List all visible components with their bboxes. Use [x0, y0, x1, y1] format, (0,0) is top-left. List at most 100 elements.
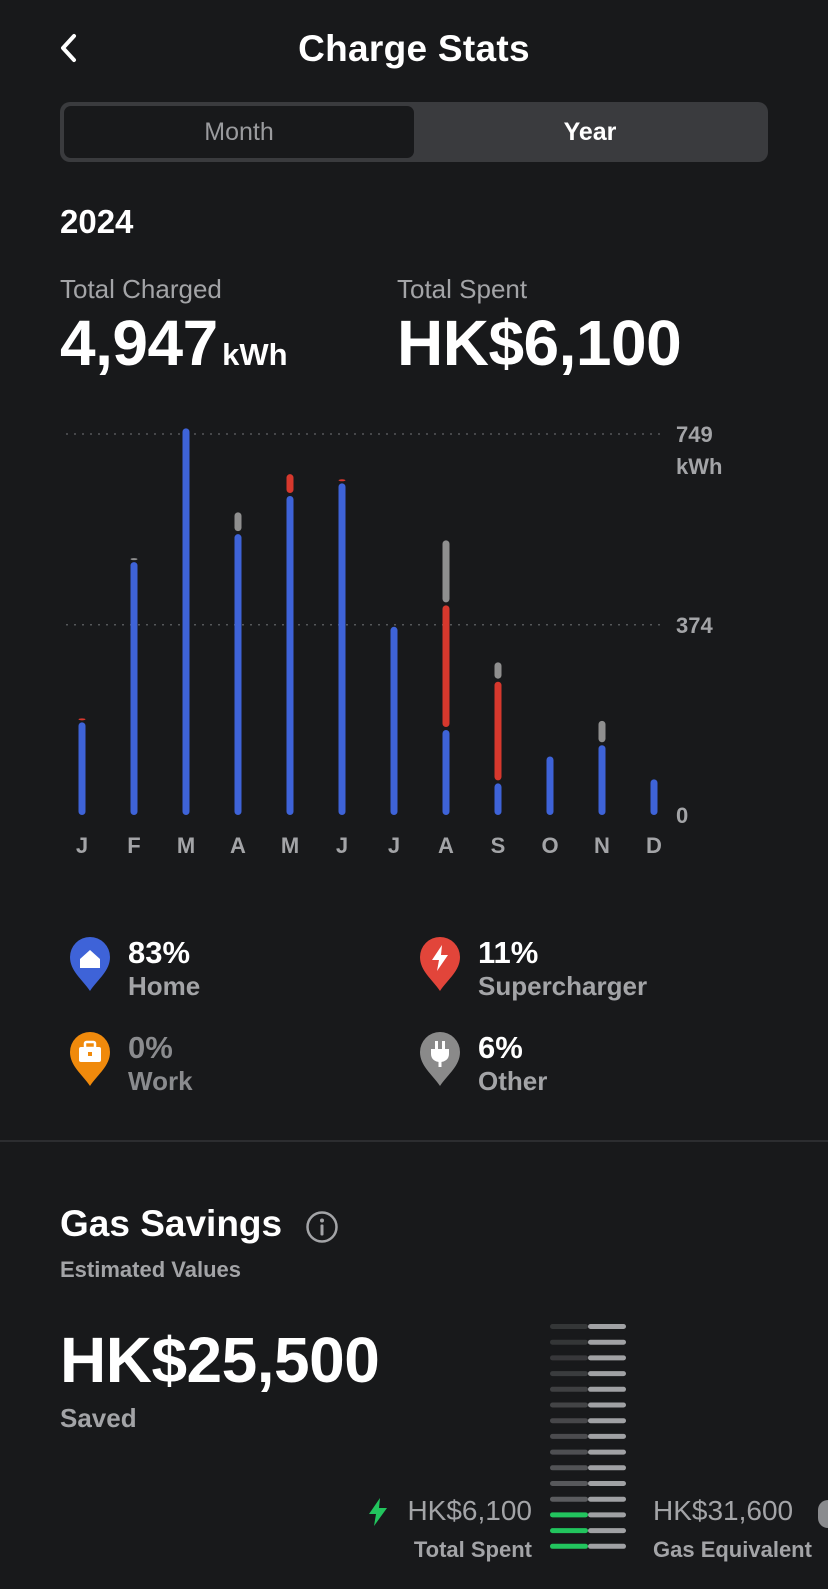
saved-amount: HK$25,500	[60, 1324, 380, 1396]
gas-total-spent-label: Total Spent	[413, 1537, 532, 1562]
gauge-spent-segment	[550, 1543, 588, 1549]
y-tick-mid: 374	[676, 613, 713, 638]
gauge-gas-segment	[588, 1355, 626, 1361]
gas-savings-subtitle: Estimated Values	[60, 1257, 241, 1282]
legend-home: 83% Home	[68, 935, 398, 1015]
bar-n-10-home[interactable]	[598, 745, 606, 815]
gauge-gas-segment	[588, 1543, 626, 1549]
lightning-icon	[369, 1498, 387, 1526]
gauge-gas-segment	[588, 1433, 626, 1439]
gas-equivalent-value: HK$31,600	[653, 1495, 794, 1526]
x-tick-4: M	[281, 833, 299, 858]
bar-d-11-home[interactable]	[650, 779, 658, 815]
x-tick-1: F	[127, 833, 140, 858]
x-tick-7: A	[438, 833, 454, 858]
gauge-gas-segment	[588, 1465, 626, 1471]
gauge-gas-segment	[588, 1418, 626, 1424]
legend-home-pct: 83%	[128, 935, 191, 970]
legend-supercharger-pct: 11%	[478, 935, 539, 970]
gas-total-spent-value: HK$6,100	[407, 1495, 532, 1526]
supercharger-pin-icon	[420, 937, 460, 991]
bar-a-7-other[interactable]	[442, 540, 450, 603]
legend-work-pct: 0%	[128, 1030, 173, 1065]
tab-month[interactable]: Month	[64, 106, 414, 158]
x-tick-3: A	[230, 833, 246, 858]
x-tick-8: S	[491, 833, 506, 858]
info-icon[interactable]	[305, 1210, 339, 1244]
bar-s-8-other[interactable]	[494, 662, 502, 679]
tab-year[interactable]: Year	[563, 117, 617, 146]
gauge-spent-segment	[550, 1528, 588, 1534]
legend-supercharger-name: Supercharger	[478, 971, 648, 1001]
bar-m-4-home[interactable]	[286, 496, 294, 815]
bar-f-1-other[interactable]	[130, 558, 138, 561]
bar-a-3-home[interactable]	[234, 534, 242, 815]
gauge-gas-segment	[588, 1449, 626, 1455]
gauge-gas-segment	[588, 1481, 626, 1486]
x-tick-0: J	[76, 833, 88, 858]
x-tick-6: J	[388, 833, 400, 858]
gauge-gas-segment	[588, 1371, 626, 1377]
gauge-gas-segment	[588, 1402, 626, 1408]
bar-j-5-supercharger[interactable]	[338, 479, 346, 482]
period-year: 2024	[60, 203, 134, 240]
gauge-spent-segment	[550, 1512, 588, 1518]
home-pin-icon	[70, 937, 110, 991]
bar-m-4-supercharger[interactable]	[286, 474, 294, 494]
total-spent-value: HK$6,100	[397, 307, 682, 379]
page-title: Charge Stats	[298, 28, 530, 69]
legend-other-pct: 6%	[478, 1030, 523, 1065]
bar-f-1-home[interactable]	[130, 562, 138, 815]
bar-j-5-home[interactable]	[338, 483, 346, 815]
gauge-spent-segment	[550, 1481, 588, 1486]
legend-supercharger: 11% Supercharger	[418, 935, 748, 1015]
gauge-spent-segment	[550, 1465, 588, 1471]
x-tick-5: J	[336, 833, 348, 858]
total-charged: 4,947 kWh	[60, 306, 288, 380]
gauge-gas-segment	[588, 1324, 626, 1329]
other-pin-icon	[420, 1032, 460, 1086]
saved-label: Saved	[60, 1403, 137, 1433]
y-tick-0: 0	[676, 803, 688, 828]
x-tick-10: N	[594, 833, 610, 858]
gauge-spent-segment	[550, 1433, 588, 1439]
bar-a-7-supercharger[interactable]	[442, 605, 450, 728]
bar-n-10-other[interactable]	[598, 720, 606, 743]
gauge-spent-segment	[550, 1449, 588, 1455]
bar-s-8-home[interactable]	[494, 783, 502, 815]
total-charged-label: Total Charged	[60, 274, 222, 304]
y-tick-max: 749	[676, 422, 713, 447]
monthly-charge-chart: 0 374 749 kWh J F M A M J J A S O N D	[66, 422, 722, 858]
bar-m-2-home[interactable]	[182, 428, 190, 815]
gauge-gas-segment	[588, 1496, 626, 1502]
x-tick-11: D	[646, 833, 662, 858]
legend-other: 6% Other	[418, 1030, 748, 1110]
bar-a-7-home[interactable]	[442, 730, 450, 815]
gauge-spent-segment	[550, 1339, 588, 1345]
gauge-spent-segment	[550, 1496, 588, 1502]
gas-savings-title: Gas Savings	[60, 1203, 283, 1244]
bar-a-3-other[interactable]	[234, 512, 242, 532]
gauge-gas-segment	[588, 1512, 626, 1518]
back-chevron-icon[interactable]	[50, 28, 90, 68]
info-partial-icon[interactable]	[818, 1500, 828, 1528]
bar-j-0-home[interactable]	[78, 722, 86, 815]
bar-j-6-home[interactable]	[390, 626, 398, 815]
total-charged-value: 4,947	[60, 307, 218, 379]
gas-comparison-gauge	[550, 1324, 626, 1549]
gauge-spent-segment	[550, 1324, 588, 1329]
y-unit-label: kWh	[676, 454, 722, 479]
legend-other-name: Other	[478, 1066, 548, 1096]
bar-j-0-supercharger[interactable]	[78, 718, 86, 721]
bar-o-9-home[interactable]	[546, 756, 554, 815]
period-segmented-control: Month Year	[60, 102, 768, 162]
work-pin-icon	[70, 1032, 110, 1086]
legend-home-name: Home	[128, 971, 201, 1001]
legend-work: 0% Work	[68, 1030, 398, 1110]
x-tick-2: M	[177, 833, 195, 858]
gauge-gas-segment	[588, 1528, 626, 1534]
bar-s-8-supercharger[interactable]	[494, 681, 502, 781]
gas-equivalent-label: Gas Equivalent	[653, 1537, 812, 1562]
section-divider	[0, 1140, 828, 1142]
x-tick-9: O	[541, 833, 558, 858]
